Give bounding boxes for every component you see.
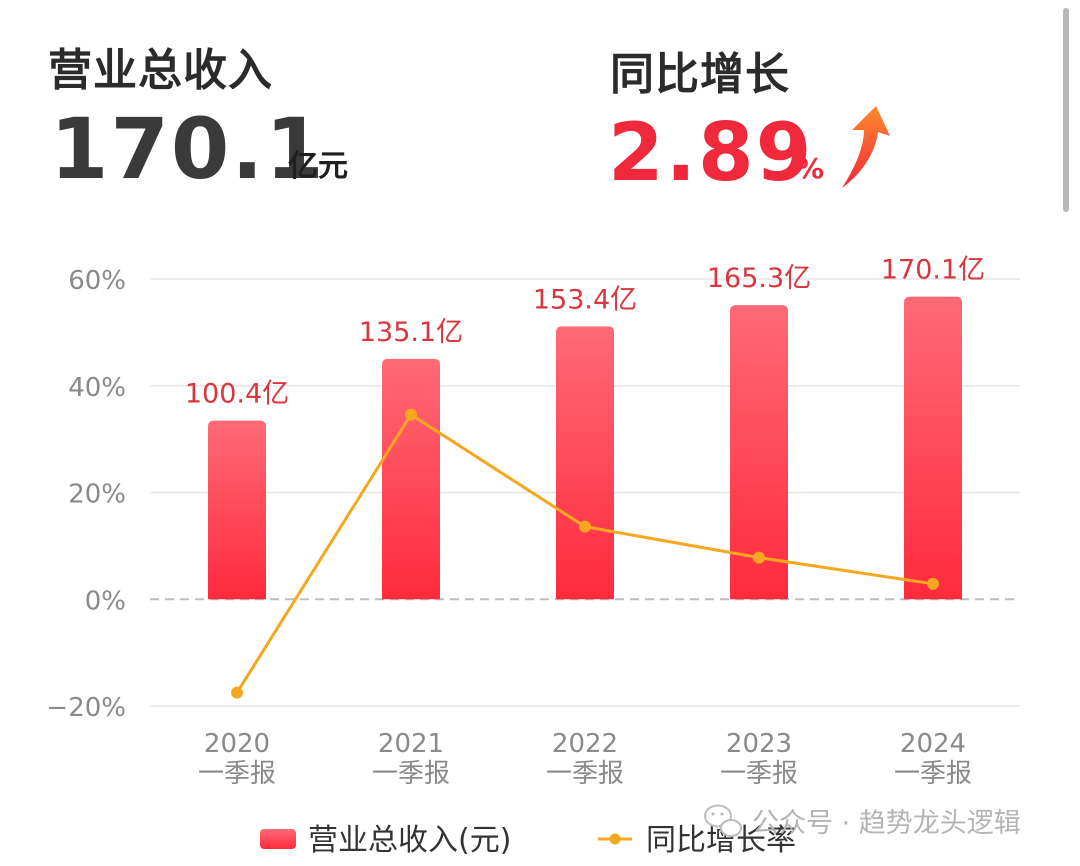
growth-rate-point — [579, 520, 591, 533]
bar-value-label: 100.4亿 — [185, 379, 289, 410]
y-tick-label: 40% — [68, 373, 126, 403]
revenue-label: 营业总收入 — [48, 45, 273, 96]
y-tick-label: −20% — [46, 693, 126, 723]
growth-value: 2.89 — [608, 106, 814, 199]
revenue-unit: 亿元 — [288, 149, 348, 184]
bar-value-label: 165.3亿 — [707, 263, 811, 294]
revenue-bar — [904, 296, 962, 600]
wechat-icon — [704, 804, 742, 837]
y-tick-label: 0% — [85, 586, 126, 616]
bar-value-label: 170.1亿 — [881, 255, 985, 286]
growth-rate-point — [927, 577, 939, 590]
legend-line-marker — [609, 833, 621, 845]
bar-value-label: 153.4亿 — [533, 284, 637, 315]
x-tick-label: 2022 — [552, 729, 618, 759]
revenue-value: 170.1 — [50, 100, 326, 198]
x-tick-label: 一季报 — [720, 759, 798, 789]
revenue-bar — [382, 358, 440, 600]
x-tick-label: 一季报 — [894, 759, 972, 789]
bar-value-label: 135.1亿 — [359, 317, 463, 348]
x-tick-label: 2021 — [378, 729, 444, 759]
x-tick-label: 一季报 — [372, 759, 450, 789]
chart-legend: 营业总收入(元) 同比增长率 — [260, 823, 796, 858]
watermark-text: 公众号 · 趋势龙头逻辑 — [752, 808, 1021, 839]
up-arrow-icon — [842, 106, 890, 188]
revenue-bar — [730, 305, 788, 600]
growth-rate-point — [405, 408, 417, 421]
watermark: 公众号 · 趋势龙头逻辑 — [704, 804, 1021, 839]
legend-bar-swatch — [260, 829, 296, 849]
legend-bar-label: 营业总收入(元) — [308, 823, 511, 858]
x-tick-label: 一季报 — [198, 759, 276, 789]
growth-rate-point — [231, 686, 243, 699]
x-tick-label: 2020 — [204, 729, 270, 759]
scrollbar-thumb[interactable] — [1063, 8, 1069, 212]
growth-unit: % — [796, 152, 825, 185]
growth-rate-point — [753, 551, 765, 564]
y-tick-label: 60% — [68, 266, 126, 296]
revenue-bar — [208, 420, 266, 600]
x-tick-label: 一季报 — [546, 759, 624, 789]
revenue-bar — [556, 326, 614, 600]
x-tick-label: 2024 — [900, 729, 966, 759]
y-tick-label: 20% — [68, 480, 126, 510]
growth-label: 同比增长 — [610, 49, 790, 100]
x-tick-label: 2023 — [726, 729, 792, 759]
